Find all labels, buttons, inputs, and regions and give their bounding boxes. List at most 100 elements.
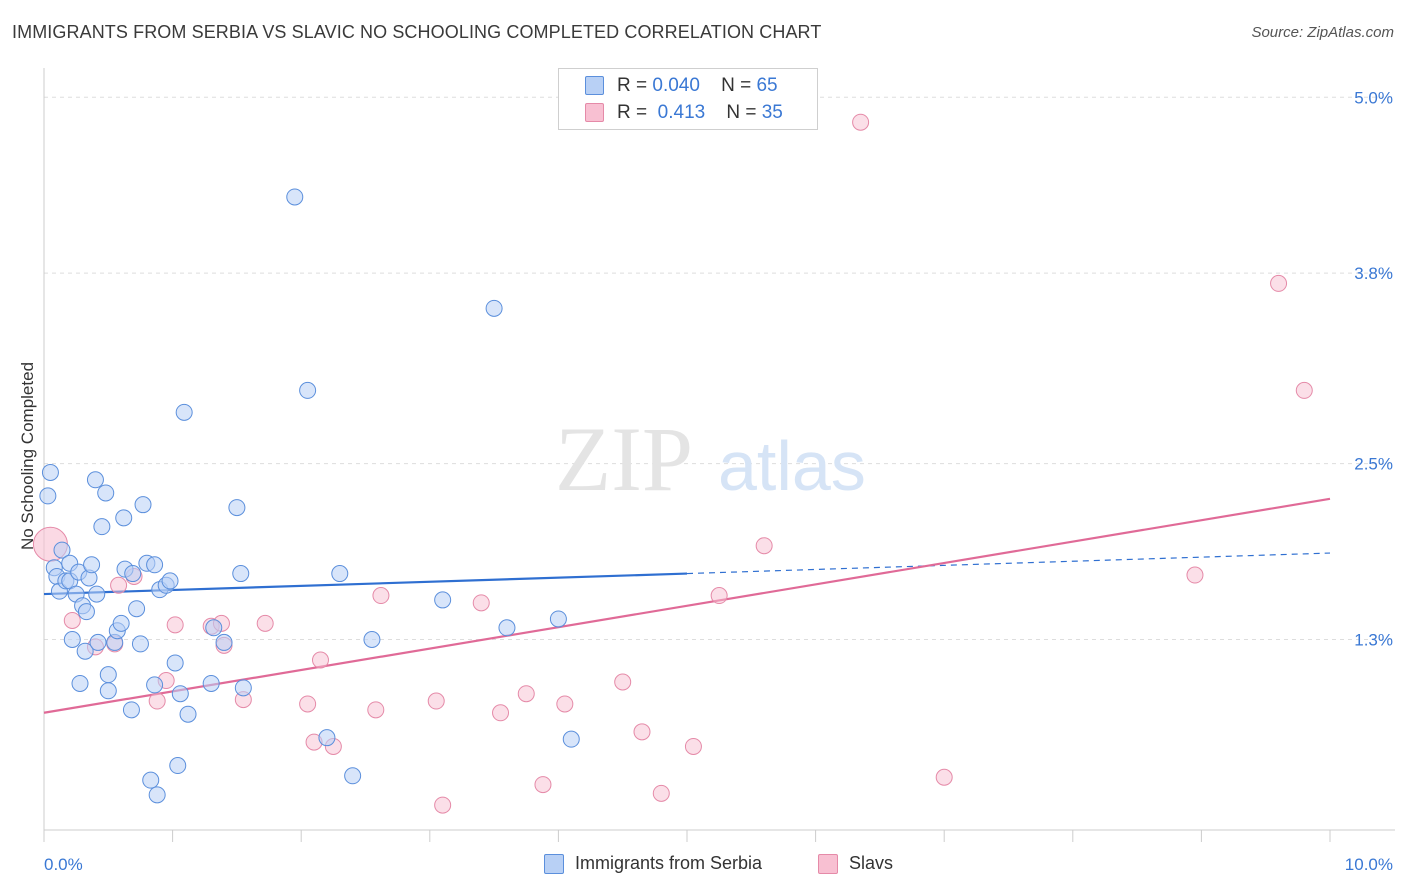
point-slavs [367,701,385,719]
series-legend-swatch-a [544,854,564,874]
source-credit: Source: ZipAtlas.com [1251,24,1394,41]
point-immigrants-from-serbia [344,767,362,785]
point-immigrants-from-serbia [88,585,106,603]
point-slavs [166,616,184,634]
point-immigrants-from-serbia [83,556,101,574]
point-immigrants-from-serbia [53,541,71,559]
point-slavs [614,673,632,691]
point-immigrants-from-serbia [97,484,115,502]
point-immigrants-from-serbia [93,518,111,536]
series-legend-label-a: Immigrants from Serbia [575,853,763,873]
point-immigrants-from-serbia [99,666,117,684]
point-immigrants-from-serbia [112,614,130,632]
y-tick-label: 1.3% [1354,631,1393,650]
legend-r-label: R = [617,102,648,123]
axes [43,68,1395,842]
point-immigrants-from-serbia [71,674,89,692]
point-immigrants-from-serbia [86,471,104,489]
point-immigrants-from-serbia [434,591,452,609]
trend-line-immigrants-from-serbia-extension [686,552,1331,575]
point-immigrants-from-serbia [39,487,57,505]
trend-line-immigrants-from-serbia [43,572,688,596]
legend-n-value: 35 [761,102,783,123]
point-immigrants-from-serbia [299,381,317,399]
series-legend-label-b: Slavs [849,853,894,873]
point-immigrants-from-serbia [128,600,146,618]
point-slavs [755,537,773,555]
point-slavs [684,737,702,755]
point-immigrants-from-serbia [498,619,516,637]
point-slavs [434,796,452,814]
point-immigrants-from-serbia [76,642,94,660]
y-tick-label: 2.5% [1354,455,1393,474]
point-immigrants-from-serbia [166,654,184,672]
point-slavs [299,695,317,713]
trend-lines [43,497,1331,714]
point-slavs [1186,566,1204,584]
point-immigrants-from-serbia [179,705,197,723]
point-slavs [1270,274,1288,292]
point-slavs [710,587,728,605]
legend-n-label: N = [726,102,757,123]
point-immigrants-from-serbia [232,565,250,583]
point-slavs [472,594,490,612]
point-slavs [935,768,953,786]
point-slavs [63,611,81,629]
point-immigrants-from-serbia [99,682,117,700]
point-immigrants-from-serbia [63,631,81,648]
x-tick-label: 0.0% [44,855,83,874]
point-slavs [556,695,574,713]
point-immigrants-from-serbia [131,635,149,653]
point-immigrants-from-serbia [89,633,107,651]
legend-swatch-series-a [585,76,604,95]
point-slavs [517,685,535,703]
point-slavs [1295,381,1313,399]
point-slavs [427,692,445,710]
legend-n-label: N = [721,75,752,96]
point-immigrants-from-serbia [77,603,95,621]
point-immigrants-from-serbia [234,679,252,697]
grid-lines [44,96,1395,640]
point-immigrants-from-serbia [205,619,223,637]
point-slavs [256,614,274,632]
legend-n-value: 65 [756,75,778,96]
series-legend-swatch-b [818,854,838,874]
point-slavs [311,651,329,669]
y-tick-label: 3.8% [1354,264,1393,283]
point-slavs [110,576,128,594]
point-slavs [633,723,651,741]
point-immigrants-from-serbia [124,565,142,583]
watermark-atlas: atlas [718,427,866,505]
point-slavs [534,776,552,794]
point-immigrants-from-serbia [115,509,133,527]
tick-labels: 1.3% 2.5% 3.8% 5.0% 0.0% 10.0% [44,88,1393,874]
point-immigrants-from-serbia [228,499,246,517]
point-immigrants-from-serbia [363,631,381,648]
legend-swatch-series-b [585,103,604,122]
point-immigrants-from-serbia [331,565,349,583]
point-immigrants-from-serbia [41,463,59,481]
series-legend: Immigrants from Serbia Slavs [0,852,1406,878]
point-immigrants-from-serbia [286,188,304,206]
point-immigrants-from-serbia [171,685,189,703]
legend-r-label: R = [617,75,648,96]
watermark-zip: ZIP [555,408,693,510]
point-immigrants-from-serbia [215,633,233,651]
y-tick-label: 5.0% [1354,88,1393,107]
point-immigrants-from-serbia [549,610,567,628]
point-immigrants-from-serbia [169,757,187,775]
point-slavs [492,704,510,722]
point-slavs [852,113,870,131]
x-tick-label: 10.0% [1345,855,1393,874]
point-immigrants-from-serbia [146,556,164,574]
legend: R = 0.040 N = 65 R = 0.413 N = 35 [558,68,818,130]
point-immigrants-from-serbia [122,701,140,719]
point-immigrants-from-serbia [202,674,220,692]
point-immigrants-from-serbia [146,676,164,694]
point-immigrants-from-serbia [148,786,166,804]
point-immigrants-from-serbia [161,572,179,590]
point-immigrants-from-serbia [318,729,336,747]
point-slavs [372,587,390,605]
point-immigrants-from-serbia [562,730,580,748]
